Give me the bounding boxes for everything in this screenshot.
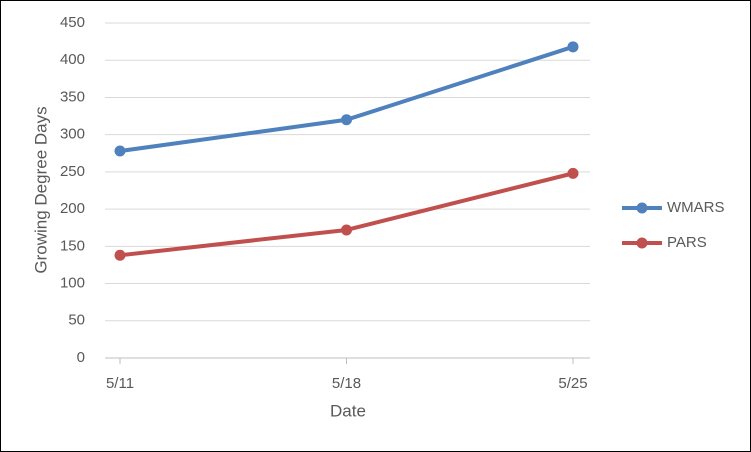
data-point [567, 41, 579, 53]
y-tick-label: 300 [60, 126, 85, 143]
x-tick-label: 5/18 [332, 375, 361, 392]
y-axis-title: Growing Degree Days [31, 106, 50, 273]
y-tick-label: 150 [60, 237, 85, 254]
legend-marker [636, 237, 648, 249]
x-axis-title: Date [330, 401, 366, 420]
data-point [114, 249, 126, 261]
data-point [341, 224, 352, 236]
legend-marker [636, 202, 648, 214]
legend-label: WMARS [667, 199, 725, 216]
y-tick-label: 200 [60, 200, 85, 217]
x-tick-label: 5/25 [558, 375, 587, 392]
y-tick-label: 50 [68, 312, 85, 329]
data-point [567, 167, 579, 179]
y-tick-label: 450 [60, 14, 85, 31]
x-tick-label: 5/11 [106, 375, 134, 392]
data-point [341, 114, 352, 126]
y-tick-label: 0 [77, 349, 85, 366]
y-tick-label: 250 [60, 163, 85, 180]
y-tick-label: 400 [60, 51, 85, 68]
data-point [114, 145, 126, 157]
y-tick-label: 350 [60, 88, 85, 105]
legend-label: PARS [667, 234, 707, 251]
y-tick-label: 100 [60, 275, 85, 292]
